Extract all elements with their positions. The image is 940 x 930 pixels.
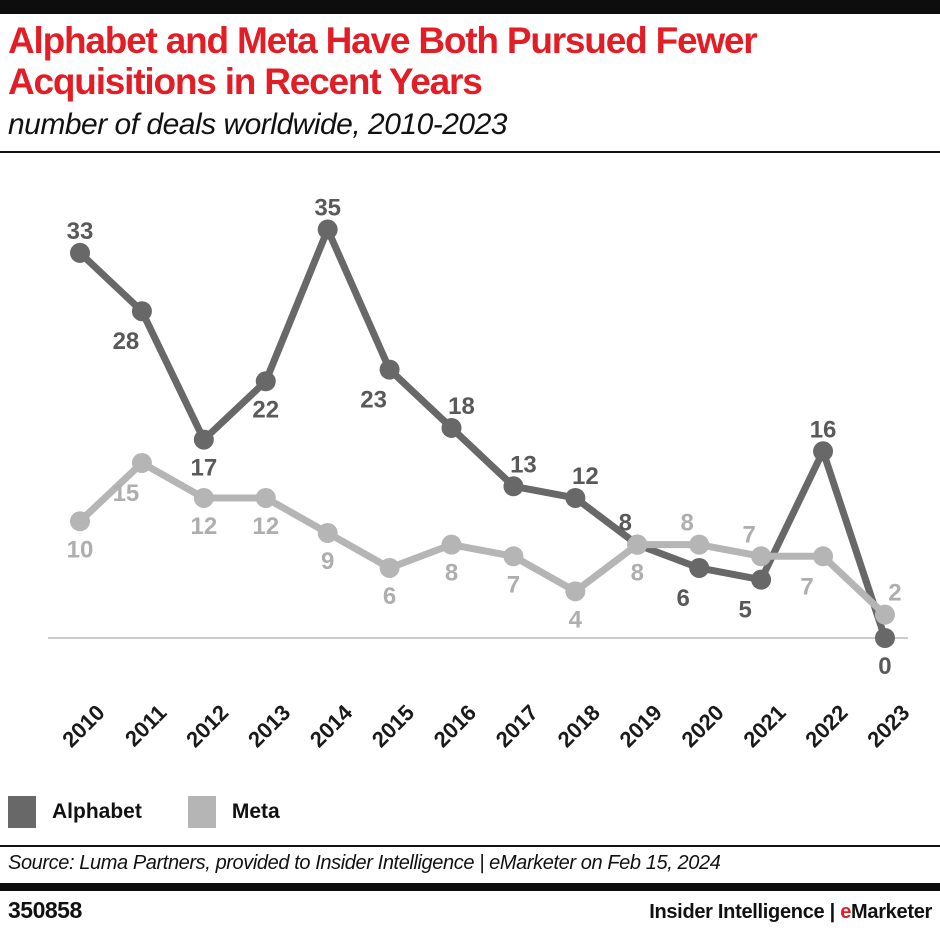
value-label-alphabet-2011: 28 (113, 328, 140, 355)
value-label-meta-2018: 4 (569, 606, 583, 633)
value-label-alphabet-2023: 0 (878, 653, 891, 680)
line-chart: 33 28 17 22 35 23 18 13 12 8 6 5 16 0 10 15 12 12 9 6 8 7 4 8 8 7… (48, 195, 914, 752)
value-label-meta-2015: 6 (383, 583, 396, 610)
value-label-alphabet-2019: 8 (619, 510, 632, 537)
legend-swatch-meta (187, 796, 216, 828)
data-point-meta-2022 (813, 546, 834, 567)
data-point-alphabet-2021 (751, 569, 772, 590)
value-label-meta-2014: 9 (321, 548, 334, 575)
series-line-alphabet (76, 226, 889, 642)
data-point-alphabet-2015 (379, 359, 400, 380)
brand-separator: | (829, 901, 836, 923)
data-point-meta-2012 (193, 487, 214, 508)
value-label-alphabet-2017: 13 (510, 451, 537, 478)
footer: 350858 Insider Intelligence | eMarketer (8, 897, 932, 924)
value-label-alphabet-2018: 12 (572, 463, 599, 490)
data-point-alphabet-2016 (441, 417, 462, 438)
data-point-meta-2023 (874, 604, 895, 625)
value-label-alphabet-2015: 23 (360, 387, 387, 414)
value-label-alphabet-2012: 17 (190, 455, 217, 482)
data-point-meta-2010 (70, 511, 90, 532)
legend-item-alphabet: Alphabet (8, 796, 142, 828)
data-point-alphabet-2012 (193, 429, 214, 450)
x-tick-2019: 2019 (615, 700, 667, 752)
value-label-meta-2023: 2 (888, 580, 901, 607)
value-label-alphabet-2013: 22 (252, 396, 279, 423)
legend-swatch-alphabet (8, 796, 36, 828)
source-divider-line (0, 845, 940, 847)
x-tick-2012: 2012 (181, 700, 233, 752)
value-label-alphabet-2014: 35 (314, 195, 341, 222)
legend-label-meta: Meta (231, 800, 280, 823)
value-label-alphabet-2021: 5 (738, 597, 751, 624)
data-point-alphabet-2022 (813, 441, 834, 462)
legend-item-meta: Meta (187, 796, 280, 828)
data-point-meta-2011 (131, 452, 152, 473)
data-point-meta-2019 (627, 534, 648, 555)
brand-primary: Insider Intelligence (649, 901, 825, 923)
data-point-meta-2018 (565, 581, 586, 602)
chart-area: 33 28 17 22 35 23 18 13 12 8 6 5 16 0 10 15 12 12 9 6 8 7 4 8 8 7… (0, 166, 940, 778)
data-point-meta-2014 (317, 522, 338, 543)
value-label-meta-2022: 7 (800, 573, 813, 600)
data-point-alphabet-2023 (874, 628, 895, 648)
value-label-meta-2019: 8 (631, 560, 644, 587)
title-line-1: Alphabet and Meta Have Both Pursued Fewe… (8, 20, 758, 61)
chart-subtitle: number of deals worldwide, 2010-2023 (8, 108, 508, 141)
x-tick-2011: 2011 (120, 700, 171, 751)
x-tick-2021: 2021 (738, 700, 790, 752)
data-point-alphabet-2014 (317, 219, 338, 240)
x-tick-2010: 2010 (57, 700, 109, 752)
brand-emarketer-rest: Marketer (851, 901, 932, 923)
value-label-alphabet-2020: 6 (677, 585, 690, 612)
value-label-alphabet-2016: 18 (448, 393, 475, 420)
legend: Alphabet Meta (8, 796, 280, 828)
value-label-alphabet-2010: 33 (67, 218, 94, 245)
data-point-alphabet-2013 (255, 371, 276, 392)
header-divider-line (0, 151, 940, 153)
data-point-alphabet-2011 (131, 301, 152, 322)
x-tick-2015: 2015 (367, 700, 419, 752)
brand-emarketer-e: e (840, 901, 852, 923)
title-line-2: Acquisitions in Recent Years (8, 61, 483, 102)
series-line-meta (76, 459, 889, 619)
footer-black-bar (0, 883, 940, 891)
x-tick-2017: 2017 (491, 700, 543, 752)
data-point-alphabet-2010 (70, 242, 90, 263)
value-label-meta-2010: 10 (67, 536, 94, 563)
value-label-meta-2013: 12 (252, 513, 279, 540)
data-point-meta-2021 (751, 546, 772, 567)
chart-id: 350858 (8, 897, 82, 923)
value-label-meta-2016: 8 (445, 560, 458, 587)
data-point-meta-2020 (689, 534, 710, 555)
value-label-meta-2020: 8 (681, 510, 694, 537)
x-tick-2022: 2022 (800, 700, 852, 752)
value-label-meta-2012: 12 (190, 513, 217, 540)
value-label-meta-2011: 15 (113, 480, 140, 507)
brand-lockup: Insider Intelligence | eMarketer (649, 901, 932, 924)
legend-label-alphabet: Alphabet (52, 800, 142, 823)
page-title: Alphabet and Meta Have Both Pursued Fewe… (8, 20, 928, 102)
value-label-alphabet-2022: 16 (810, 416, 837, 443)
x-tick-2020: 2020 (676, 700, 728, 752)
data-point-alphabet-2018 (565, 487, 586, 508)
x-tick-2013: 2013 (243, 700, 295, 752)
data-point-meta-2013 (255, 487, 276, 508)
source-note: Source: Luma Partners, provided to Insid… (8, 852, 721, 874)
top-black-bar (0, 0, 940, 14)
value-label-meta-2017: 7 (507, 571, 520, 598)
data-point-meta-2015 (379, 557, 400, 578)
data-point-meta-2016 (441, 534, 462, 555)
x-tick-2018: 2018 (553, 700, 605, 752)
data-point-alphabet-2020 (689, 557, 710, 578)
x-tick-2023: 2023 (862, 700, 914, 752)
x-tick-2014: 2014 (305, 699, 358, 752)
data-point-alphabet-2017 (503, 476, 524, 497)
x-tick-2016: 2016 (429, 700, 481, 752)
value-label-meta-2021: 7 (742, 521, 755, 548)
data-point-meta-2017 (503, 546, 524, 567)
